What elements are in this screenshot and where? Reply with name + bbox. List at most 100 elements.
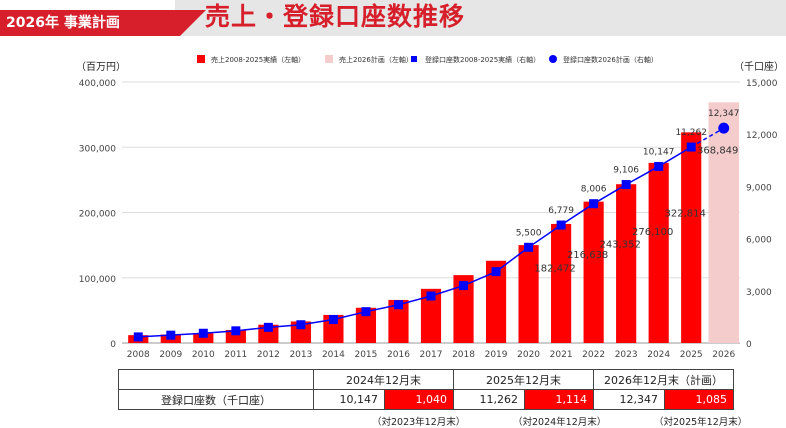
bar	[193, 333, 214, 343]
bar-data-label: 322,814	[665, 209, 706, 220]
x-tick-label: 2014	[322, 350, 345, 360]
chart: 売上2008-2025実績（左軸） 売上2026計画（左軸） 登録口座数2008-2…	[76, 55, 784, 360]
legend-label: 登録口座数2026計画（右軸）	[563, 55, 658, 64]
line-point	[133, 332, 143, 342]
bar	[551, 223, 572, 343]
x-tick-label: 2013	[289, 350, 312, 360]
legend-marker	[411, 56, 417, 62]
bar	[290, 321, 311, 343]
line-series	[133, 122, 730, 342]
bar-data-label: 216,638	[567, 250, 608, 261]
accounts-value: 12,347	[593, 389, 665, 410]
x-tick-label: 2026	[712, 350, 735, 360]
x-tick-label: 2023	[615, 350, 638, 360]
x-tick-label: 2008	[127, 350, 150, 360]
line-data-label: 8,006	[581, 185, 607, 195]
right-axis-ticks: 0 3,000 6,000 9,000 12,000 15,000	[746, 79, 778, 350]
line-point	[166, 330, 176, 340]
left-tick-label: 0	[110, 340, 116, 350]
line-point	[393, 300, 403, 310]
accounts-delta: 1,114	[524, 389, 594, 410]
accounts-table: 2024年12月末 2025年12月末 2026年12月末（計画） 登録口座数（…	[118, 369, 734, 410]
line-plan-dashed	[690, 127, 725, 148]
accounts-delta: 1,040	[384, 389, 454, 410]
line-point	[621, 180, 631, 190]
row-label: 登録口座数（千口座）	[118, 389, 314, 410]
x-tick-label: 2020	[517, 350, 540, 360]
line-actual	[138, 146, 692, 338]
right-tick-label: 0	[746, 340, 752, 350]
line-data-label: 12,347	[708, 109, 740, 119]
line-point	[491, 267, 501, 277]
line-data-label: 6,779	[548, 206, 574, 216]
x-axis-ticks: 2008 2009 2010 2011 2012 2013 2014 2015 2016 2017…	[127, 350, 736, 360]
bar	[485, 260, 507, 343]
table-row: 登録口座数（千口座） 10,147 1,040 11,262 1,114 12,…	[118, 389, 734, 410]
bar	[583, 201, 604, 343]
legend-label: 登録口座数2008-2025実績（右軸）	[425, 55, 540, 64]
table-header-cell: 2026年12月末（計画）	[593, 369, 734, 390]
bar	[616, 184, 637, 343]
bar-data-label: 182,472	[534, 264, 575, 275]
table-header-row: 2024年12月末 2025年12月末 2026年12月末（計画）	[118, 369, 734, 390]
table-header-cell	[118, 369, 314, 390]
x-tick-label: 2019	[485, 350, 508, 360]
x-tick-label: 2015	[354, 350, 377, 360]
left-tick-label: 400,000	[79, 79, 116, 89]
delta-note: （対2025年12月末）	[654, 417, 748, 428]
table-header-cell: 2024年12月末	[313, 369, 454, 390]
x-tick-label: 2011	[224, 350, 247, 360]
line-point	[589, 199, 599, 209]
bar	[258, 324, 279, 343]
x-tick-label: 2009	[159, 350, 182, 360]
line-point	[556, 220, 566, 230]
left-tick-label: 200,000	[79, 210, 116, 220]
x-tick-label: 2025	[680, 350, 703, 360]
right-tick-label: 3,000	[746, 288, 772, 298]
accounts-delta: 1,085	[664, 389, 734, 410]
legend-label: 売上2026計画（左軸）	[339, 55, 413, 64]
bar	[420, 288, 442, 343]
x-tick-label: 2012	[257, 350, 280, 360]
line-point-plan	[718, 122, 730, 134]
table-header-cell: 2025年12月末	[453, 369, 594, 390]
header-badge	[0, 10, 180, 36]
x-tick-label: 2021	[550, 350, 573, 360]
x-tick-label: 2010	[192, 350, 215, 360]
line-point	[328, 315, 338, 325]
x-tick-label: 2018	[452, 350, 475, 360]
line-point	[361, 307, 371, 317]
legend: 売上2008-2025実績（左軸） 売上2026計画（左軸） 登録口座数2008-2…	[197, 55, 658, 64]
bar	[355, 307, 377, 343]
delta-note: （対2023年12月末）	[372, 417, 466, 428]
bars	[128, 102, 739, 344]
header-bar: 2026年 事業計画 売上・登録口座数推移	[0, 0, 786, 36]
bar	[225, 329, 246, 343]
bar	[323, 314, 344, 343]
header-badge-text: 2026年 事業計画	[6, 15, 120, 31]
line-data-label: 9,106	[613, 166, 639, 176]
line-point	[296, 320, 306, 330]
x-tick-label: 2024	[647, 350, 670, 360]
header-badge-angle	[180, 10, 206, 36]
right-axis-label: （千口座）	[734, 60, 784, 73]
bar	[681, 132, 702, 343]
bar-data-label: 368,849	[697, 146, 738, 157]
legend-marker	[325, 55, 333, 63]
bar-data-label: 243,352	[599, 240, 640, 251]
delta-note: （対2024年12月末）	[513, 417, 607, 428]
right-tick-label: 15,000	[746, 79, 778, 89]
bar	[453, 275, 474, 343]
legend-marker	[197, 55, 205, 63]
x-tick-label: 2022	[582, 350, 605, 360]
bar-plan	[708, 102, 739, 344]
right-tick-label: 12,000	[746, 131, 778, 141]
bar	[518, 245, 539, 343]
line-point	[231, 326, 241, 336]
header-top-strip	[0, 0, 175, 10]
left-tick-label: 100,000	[79, 275, 116, 285]
line-point	[198, 328, 208, 338]
right-tick-label: 9,000	[746, 183, 772, 193]
line-point	[686, 142, 696, 152]
